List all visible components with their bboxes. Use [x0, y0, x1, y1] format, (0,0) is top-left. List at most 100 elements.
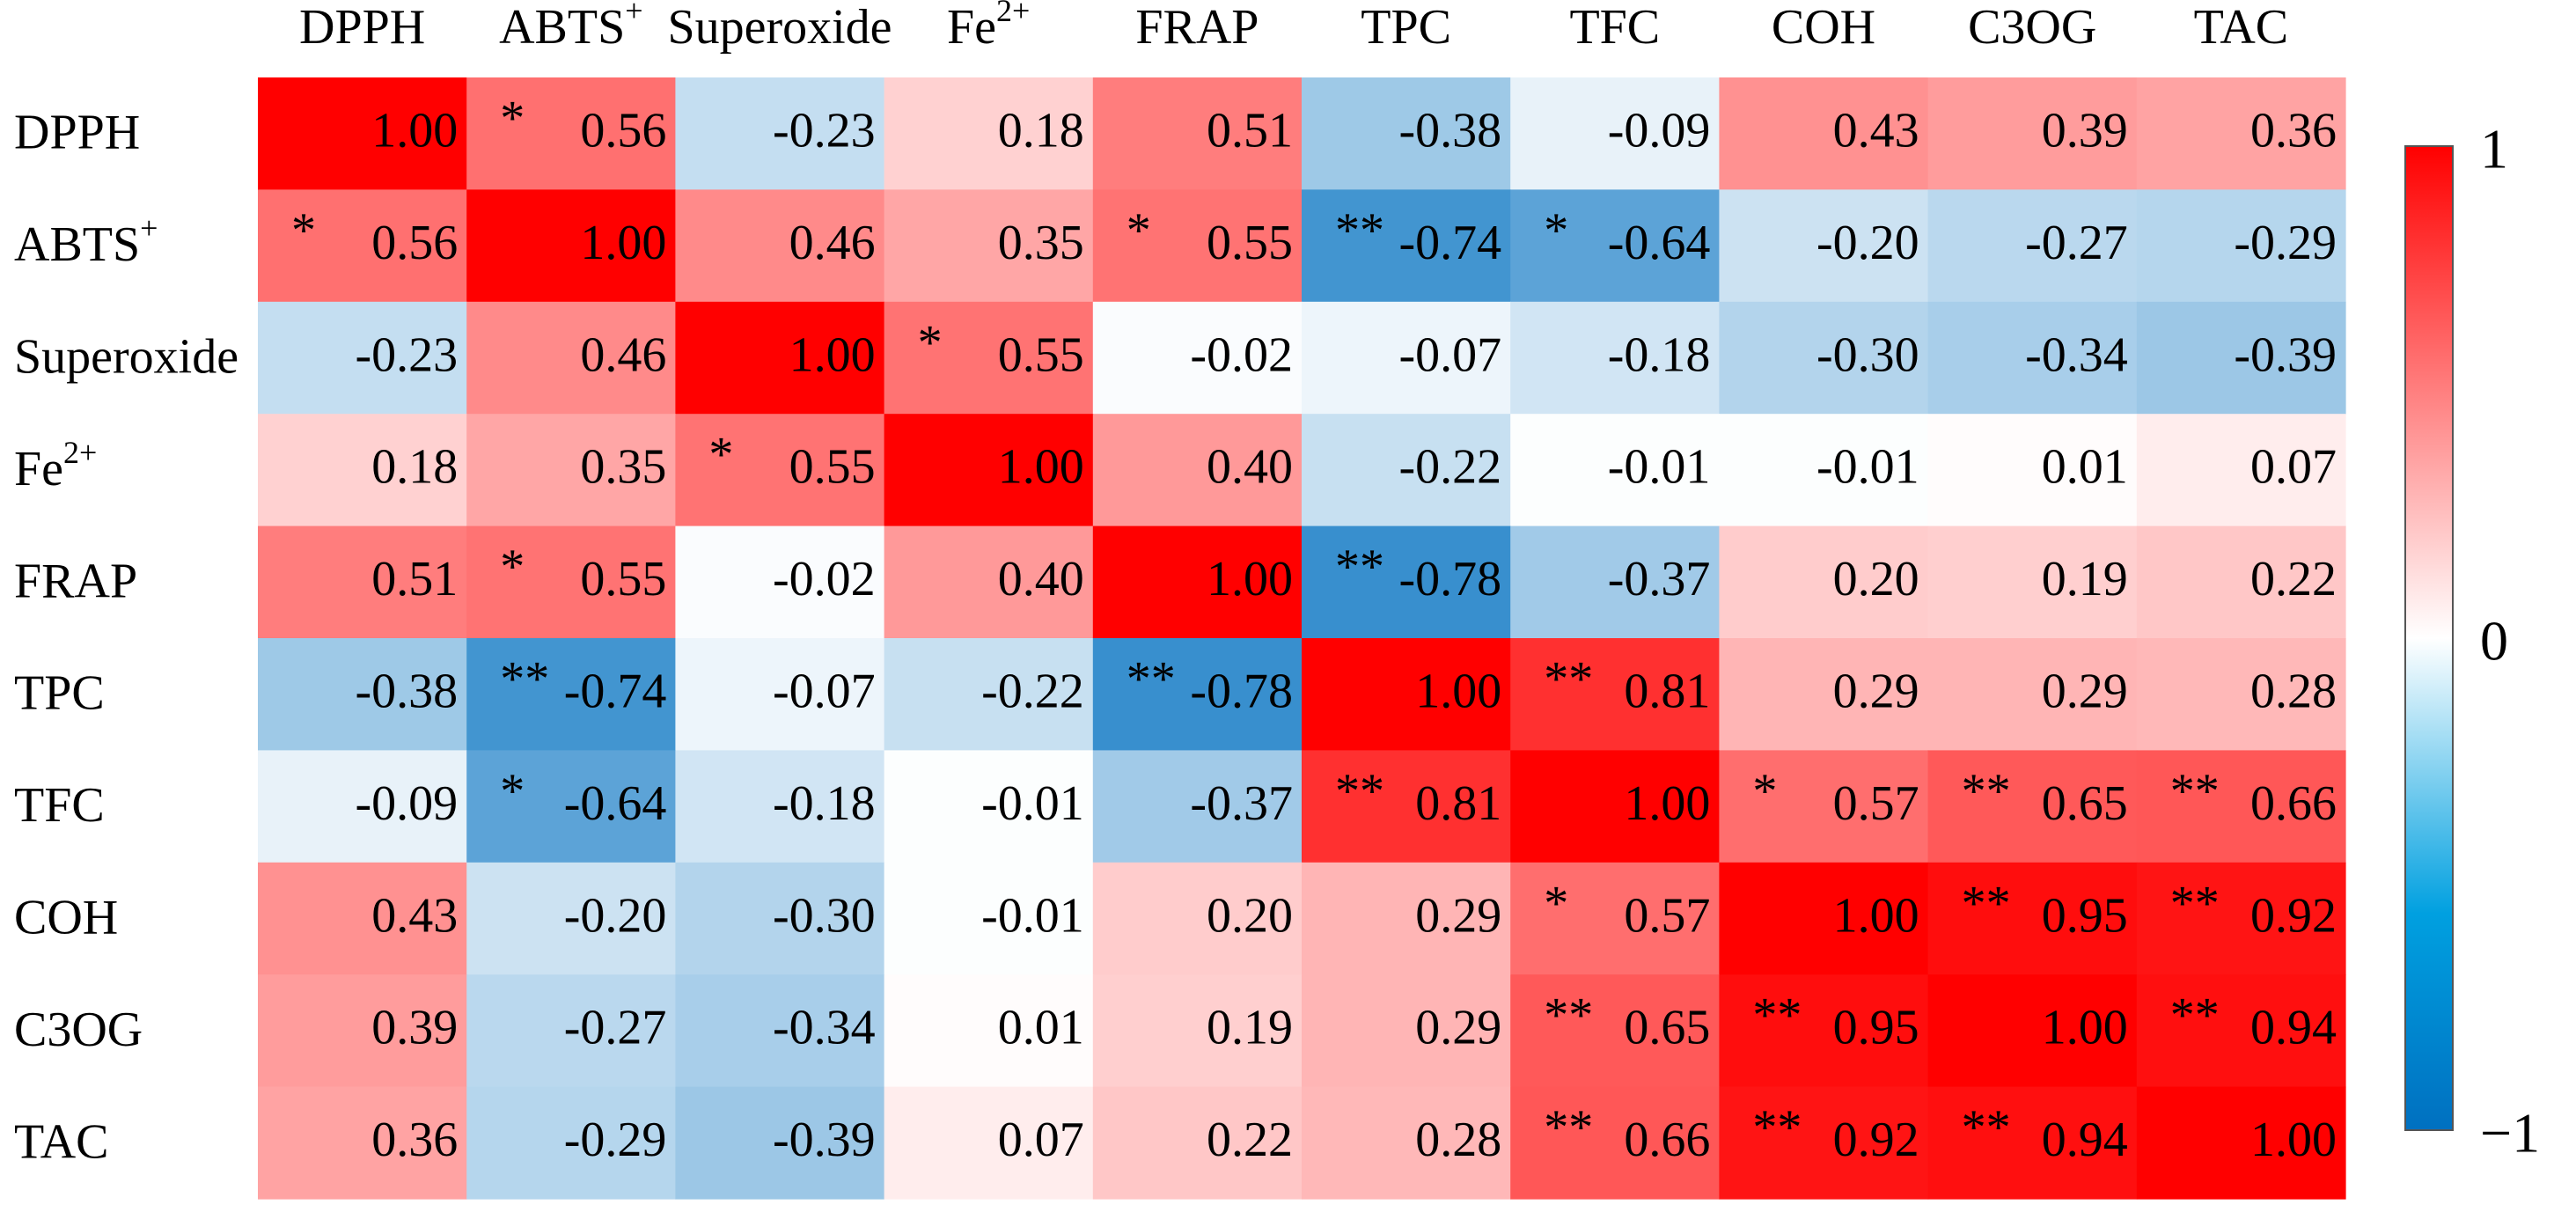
heatmap-cell [675, 301, 885, 415]
cell-value-label: -0.38 [356, 665, 459, 719]
row-label: COH [14, 890, 118, 944]
heatmap-cell [466, 1086, 676, 1200]
heatmap-cell [1092, 301, 1303, 415]
cell-value-label: 0.43 [371, 888, 458, 943]
heatmap-cell [1510, 301, 1720, 415]
cell-value-label: -0.78 [1190, 665, 1293, 719]
heatmap-cell [466, 750, 676, 863]
significance-marker: * [918, 315, 943, 370]
cell-value-label: 1.00 [2250, 1113, 2337, 1167]
cell-value-label: 0.39 [2042, 104, 2128, 158]
heatmap-cell [1092, 862, 1303, 975]
heatmap-cell [1302, 638, 1511, 751]
heatmap-cell [1302, 862, 1511, 975]
heatmap-cell [258, 414, 467, 527]
significance-marker: ** [2170, 764, 2220, 819]
heatmap-cell [675, 77, 885, 190]
cell-value-label: 0.46 [580, 327, 666, 382]
heatmap-cell [1510, 414, 1720, 527]
row-label: DPPH [14, 106, 140, 160]
heatmap-cell [466, 862, 676, 975]
row-label: Fe2+ [14, 435, 97, 496]
cell-value-label: 0.43 [1833, 104, 1919, 158]
cell-value-label: 0.20 [1833, 552, 1919, 606]
heatmap-cell [884, 77, 1094, 190]
cell-value-label: 0.28 [2250, 665, 2337, 719]
heatmap-cell [1092, 77, 1303, 190]
row-labels: DPPH ABTS+ Superoxide Fe2+ FRAP TPC TFC COH C3OG… [14, 106, 239, 1170]
heatmap-cell [1719, 525, 1929, 639]
heatmap-cell [1302, 189, 1511, 303]
cell-value-label: -0.01 [1816, 440, 1919, 495]
cell-value-label: 0.18 [998, 104, 1084, 158]
heatmap-cell [258, 974, 467, 1088]
heatmap-cell [884, 638, 1094, 751]
significance-marker: ** [1544, 1100, 1593, 1155]
column-label: TAC [2194, 0, 2289, 55]
cell-value-label: -0.23 [356, 327, 459, 382]
cell-value-label: 0.65 [2042, 776, 2128, 831]
cell-value-label: -0.02 [1190, 327, 1293, 382]
cell-value-label: 0.40 [998, 552, 1084, 606]
heatmap-cell [884, 862, 1094, 975]
heatmap-cell [1092, 525, 1303, 639]
significance-marker: ** [1335, 540, 1384, 594]
cell-value-label: -0.02 [773, 552, 876, 606]
cell-value-label: -0.37 [1608, 552, 1711, 606]
row-label: Superoxide [14, 329, 239, 384]
heatmap-cell [258, 301, 467, 415]
heatmap-cell [258, 862, 467, 975]
column-label: FRAP [1135, 0, 1259, 55]
heatmap-cell [1927, 301, 2138, 415]
heatmap-cell [258, 525, 467, 639]
cell-value-label: -0.27 [564, 1001, 667, 1055]
cell-value-label: -0.18 [773, 776, 876, 831]
heatmap-cell [466, 974, 676, 1088]
column-label: TPC [1361, 0, 1451, 55]
column-label: COH [1772, 0, 1875, 55]
cell-value-label: -0.29 [2234, 216, 2337, 270]
cell-value-label: -0.01 [981, 776, 1084, 831]
row-label: C3OG [14, 1003, 143, 1057]
cell-value-label: 1.00 [1833, 888, 1919, 943]
heatmap-cell [1927, 189, 2138, 303]
cell-value-label: -0.09 [1608, 104, 1711, 158]
heatmap-cell [1510, 638, 1720, 751]
row-label: TFC [14, 778, 105, 833]
significance-marker: ** [1335, 203, 1384, 258]
cell-value-label: -0.18 [1608, 327, 1711, 382]
significance-marker: * [1544, 203, 1568, 258]
heatmap-cell [258, 1086, 467, 1200]
heatmap-cell [1092, 414, 1303, 527]
significance-marker: ** [1962, 1100, 2011, 1155]
heatmap-cell [675, 862, 885, 975]
colorbar-tick-label: 0 [2480, 610, 2508, 672]
heatmap-cell [884, 974, 1094, 1088]
heatmap-cell [1092, 638, 1303, 751]
cell-value-label: -0.38 [1399, 104, 1502, 158]
cell-value-label: -0.22 [1399, 440, 1502, 495]
cell-value-label: 1.00 [1207, 552, 1293, 606]
heatmap-cell [466, 414, 676, 527]
cell-value-label: 0.19 [2042, 552, 2128, 606]
cell-value-label: -0.01 [981, 888, 1084, 943]
row-label: FRAP [14, 554, 137, 608]
heatmap-cell [1719, 1086, 1929, 1200]
cell-value-label: 0.66 [1624, 1113, 1710, 1167]
cell-value-label: -0.64 [1608, 216, 1711, 270]
heatmap-cell [1302, 301, 1511, 415]
significance-marker: ** [2170, 876, 2220, 930]
significance-marker: * [1127, 203, 1151, 258]
cell-value-label: 0.94 [2042, 1113, 2128, 1167]
heatmap-cell [466, 525, 676, 639]
cell-value-label: -0.22 [981, 665, 1084, 719]
heatmap-cell [1927, 1086, 2138, 1200]
heatmap-cell [884, 414, 1094, 527]
cell-value-label: 0.55 [998, 327, 1084, 382]
heatmap-cell [1927, 974, 2138, 1088]
cell-value-label: -0.34 [2025, 327, 2128, 382]
cell-value-label: -0.30 [773, 888, 876, 943]
heatmap-cell [884, 301, 1094, 415]
cell-value-label: 0.46 [789, 216, 876, 270]
